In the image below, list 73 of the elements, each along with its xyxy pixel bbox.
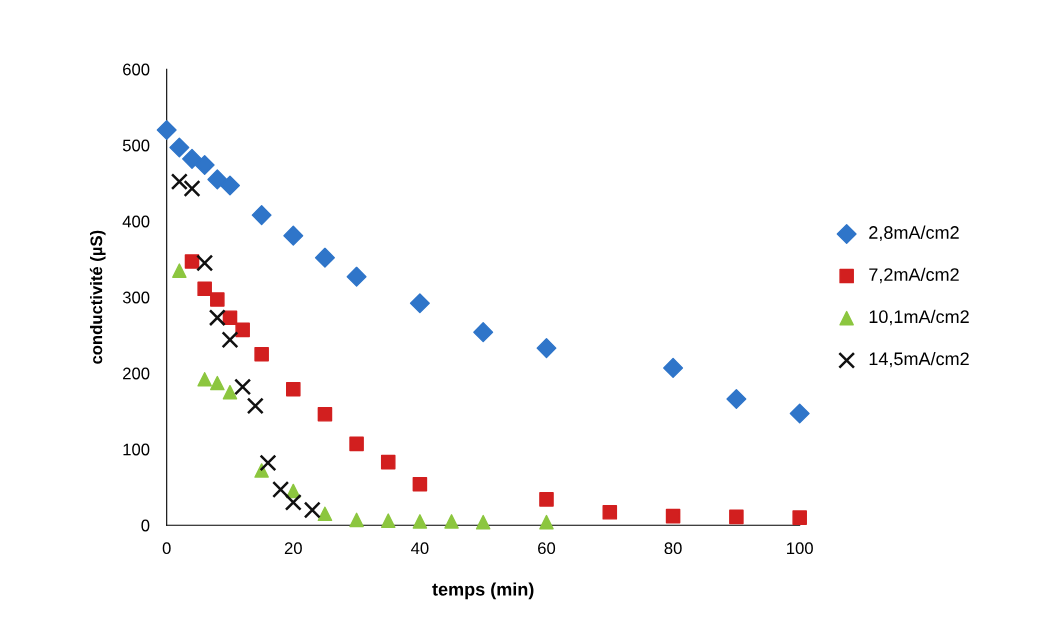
- point: [539, 492, 554, 507]
- point: [222, 384, 238, 400]
- point: [317, 506, 333, 522]
- x-tick-label: 100: [787, 542, 813, 555]
- x-tick-label: 0: [162, 542, 171, 555]
- y-tick-label: 100: [123, 443, 150, 456]
- point: [475, 514, 491, 530]
- point: [181, 148, 203, 169]
- legend-label: 7,2mA/cm2: [869, 267, 959, 284]
- point: [412, 514, 428, 529]
- point: [303, 501, 321, 519]
- point: [251, 205, 272, 226]
- x-tick-label: 40: [411, 542, 429, 555]
- point: [789, 403, 810, 424]
- point: [197, 281, 212, 297]
- legend-label: 10,1mA/cm2: [869, 309, 969, 326]
- x-tick-label: 80: [664, 542, 682, 555]
- point: [317, 406, 333, 422]
- point: [346, 266, 367, 287]
- point: [349, 512, 364, 528]
- point: [473, 322, 494, 343]
- point: [314, 247, 335, 268]
- point: [194, 154, 215, 175]
- point: [210, 375, 225, 391]
- x-axis-title: temps (min): [432, 582, 534, 600]
- y-tick-label: 600: [123, 63, 150, 76]
- point: [172, 263, 187, 278]
- point: [234, 378, 252, 396]
- point: [183, 179, 201, 198]
- point: [792, 510, 807, 525]
- point: [235, 322, 250, 338]
- y-tick-label: 300: [122, 291, 150, 304]
- y-tick-label: 500: [122, 139, 150, 152]
- point: [207, 169, 228, 190]
- point: [208, 309, 226, 327]
- y-tick-label: 200: [123, 367, 150, 380]
- x-tick-label: 60: [538, 542, 556, 555]
- point: [380, 513, 396, 528]
- point: [539, 514, 554, 530]
- point: [412, 476, 428, 492]
- point: [197, 372, 212, 387]
- y-tick-label: 400: [122, 215, 150, 228]
- point: [169, 137, 190, 158]
- point: [726, 389, 747, 410]
- point: [222, 310, 238, 326]
- point: [272, 480, 290, 499]
- point: [254, 346, 269, 362]
- legend-label: 14,5mA/cm2: [869, 351, 969, 368]
- point: [219, 175, 241, 196]
- point: [156, 119, 177, 141]
- point: [665, 508, 681, 524]
- point: [184, 254, 200, 269]
- point: [380, 454, 396, 470]
- point: [170, 173, 188, 191]
- point: [196, 254, 214, 272]
- point: [246, 397, 264, 415]
- x-tick-label: 20: [284, 542, 302, 555]
- point: [221, 331, 239, 349]
- point: [536, 338, 557, 359]
- point: [210, 292, 225, 307]
- y-axis-title: conductivité (µS): [89, 230, 106, 364]
- y-tick-label: 0: [141, 519, 150, 532]
- point: [729, 509, 744, 525]
- point: [286, 381, 301, 397]
- point: [259, 454, 277, 472]
- point: [349, 436, 364, 452]
- point: [663, 357, 684, 378]
- point: [602, 505, 618, 520]
- point: [284, 493, 302, 511]
- legend-label: 2,8mA/cm2: [869, 225, 959, 242]
- point: [283, 225, 304, 246]
- point: [409, 293, 430, 314]
- point: [444, 514, 459, 529]
